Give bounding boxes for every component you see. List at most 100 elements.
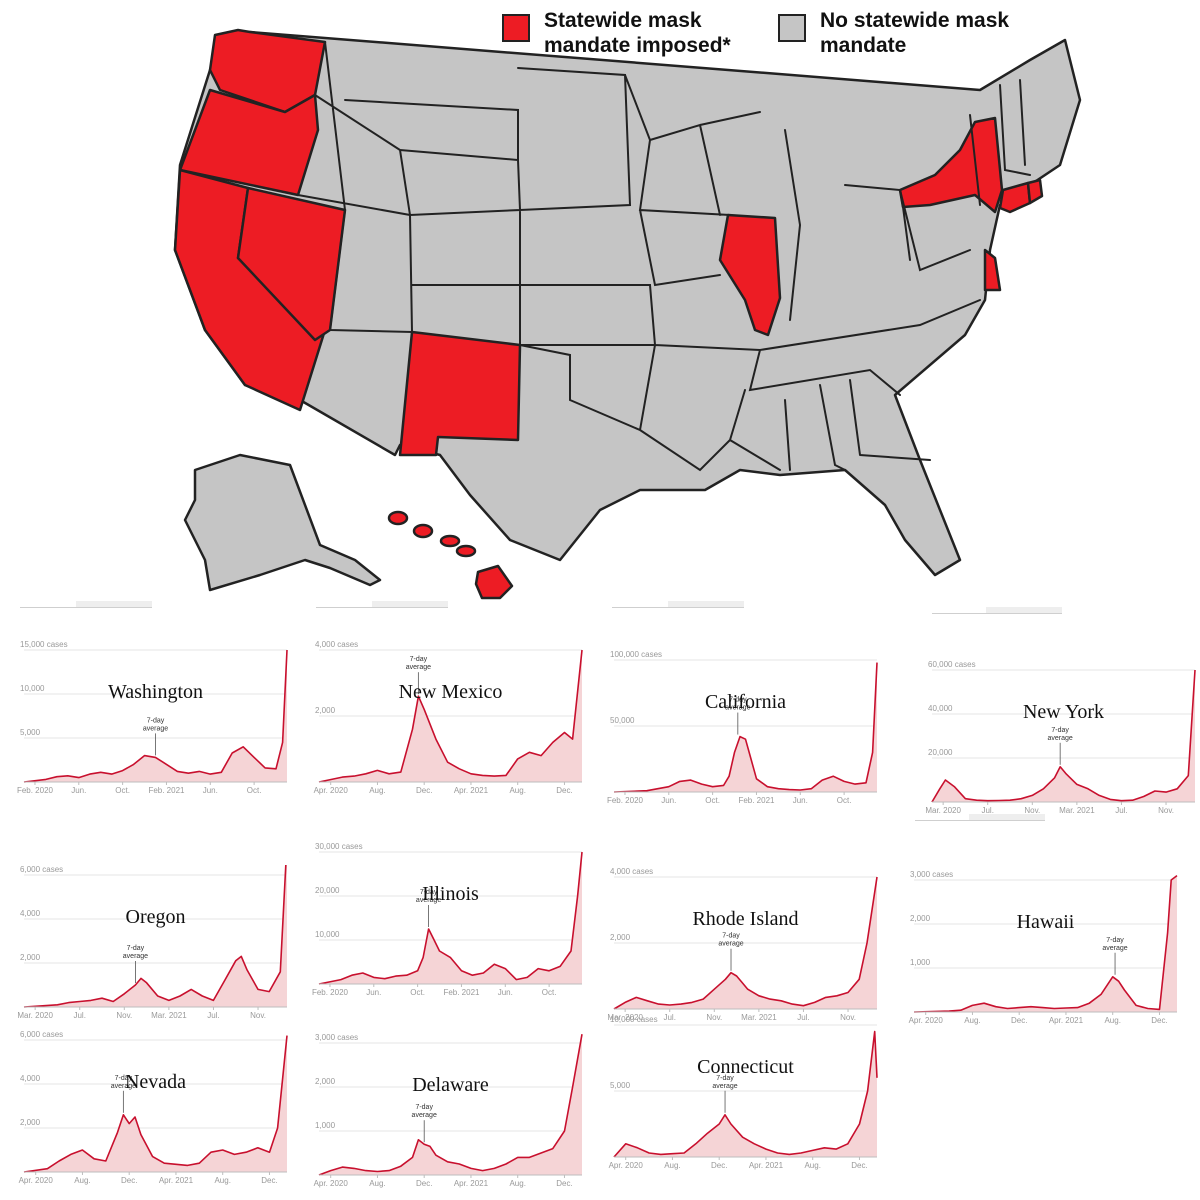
annotation-label: average [1102,945,1127,952]
state-illinois [718,213,782,337]
legend-swatch-none [778,14,806,42]
chart-connecticut: 5,000 10,000 cases Apr. 2020 Aug. Dec. Apr. 2… [600,1015,880,1175]
xtick-label: Feb. 2021 [148,786,185,795]
xtick-label: Oct. [115,786,130,795]
xtick-label: Nov. [116,1011,132,1020]
chart-hawaii: 1,000 2,000 3,000 cases Apr. 2020 Aug. Dec. Ap… [900,870,1180,1030]
xtick-label: Jul. [73,1011,85,1020]
ytick-label: 3,000 cases [910,870,953,879]
xtick-label: Aug. [1104,1016,1120,1025]
xtick-label: Jun. [661,796,676,805]
series-line-illinois [318,851,583,985]
xtick-label: Jun. [793,796,808,805]
xtick-label: Oct. [410,988,425,997]
ytick-label: 5,000 [20,728,41,737]
annotation-label: 7-day [729,697,747,704]
annotation-label: 7-day [415,1104,433,1111]
ytick-label: 100,000 cases [610,650,662,659]
series-line-rhode-island [613,876,878,1010]
xtick-label: Mar. 2020 [925,806,961,815]
state-delaware [983,248,1002,292]
xtick-label: Dec. [556,786,572,795]
xtick-label: Apr. 2021 [454,786,489,795]
chart-title: Illinois [422,883,479,905]
chart-hawaii-svg: 1,000 2,000 3,000 cases Apr. 2020 Aug. Dec. Ap… [909,870,1178,1025]
chart-title: New Mexico [399,681,503,703]
ytick-label: 3,000 cases [315,1033,358,1042]
xtick-label: Feb. 2021 [738,796,775,805]
ytick-label: 40,000 [928,704,953,713]
ytick-label: 20,000 [928,748,953,757]
xtick-label: Feb. 2020 [607,796,644,805]
annotation-label: average [143,725,168,732]
xtick-label: Jun. [498,988,513,997]
chart-connecticut-svg: 5,000 10,000 cases Apr. 2020 Aug. Dec. Apr. 2… [609,1015,878,1170]
ytick-label: 4,000 cases [315,640,358,649]
series-line-connecticut [613,1030,878,1158]
tab-strip [316,601,448,608]
annotation-label: 7-day [716,1075,734,1082]
chart-washington-svg: 5,000 10,000 15,000 cases Feb. 2020 Jun. Oct.… [17,640,288,795]
annotation-label: 7-day [115,1075,133,1082]
series-area-new-mexico [319,650,582,782]
xtick-label: Dec. [1011,1016,1027,1025]
series-area-rhode-island [614,877,877,1009]
chart-title: Hawaii [1017,911,1075,933]
xtick-label: Dec. [261,1176,277,1185]
xtick-label: Jul. [797,1013,809,1022]
series-line-delaware [318,1034,583,1176]
xtick-label: Mar. 2021 [151,1011,187,1020]
series-area-oregon [24,865,287,1007]
xtick-label: Jul. [207,1011,219,1020]
xtick-label: Apr. 2020 [19,1176,54,1185]
series-area-nevada [24,1035,287,1172]
annotation-label: average [416,897,441,904]
chart-title: Nevada [125,1071,186,1093]
chart-new-york: 20,000 40,000 60,000 cases Mar. 2020 Jul. Nov… [918,660,1198,820]
xtick-label: Jun. [366,988,381,997]
ytick-label: 4,000 [20,1074,41,1083]
ytick-label: 6,000 cases [20,1030,63,1039]
state-alaska [183,453,382,592]
annotation-label: average [712,1083,737,1090]
xtick-label: Apr. 2021 [159,1176,194,1185]
chart-delaware: 1,000 2,000 3,000 cases Apr. 2020 Aug. Dec. Ap… [305,1033,585,1193]
xtick-label: Dec. [711,1161,727,1170]
series-line-new-york [931,669,1196,803]
xtick-label: Dec. [1151,1016,1167,1025]
xtick-label: Mar. 2021 [741,1013,777,1022]
chart-title: Connecticut [697,1056,794,1078]
legend-item-mandate: Statewide mask mandate imposed* [502,8,784,58]
xtick-label: Mar. 2021 [1059,806,1095,815]
xtick-label: Feb. 2021 [443,988,480,997]
annotation-label: average [123,953,148,960]
xtick-label: Apr. 2020 [314,1179,349,1188]
xtick-label: Aug. [964,1016,980,1025]
xtick-label: Dec. [851,1161,867,1170]
ytick-label: 2,000 [315,706,336,715]
xtick-label: Dec. [121,1176,137,1185]
us-map [173,28,1082,600]
chart-title: Washington [108,681,203,703]
xtick-label: Aug. [369,1179,385,1188]
chart-title: Rhode Island [692,908,798,930]
ytick-label: 1,000 [910,958,931,967]
chart-washington: 5,000 10,000 15,000 cases Feb. 2020 Jun. Oct.… [10,640,290,800]
series-area-new-york [932,670,1195,802]
series-area-california [614,662,877,792]
xtick-label: Aug. [509,786,525,795]
series-line-washington [23,649,288,783]
chart-oregon: 2,000 4,000 6,000 cases Mar. 2020 Jul. Nov. Ma… [10,865,290,1025]
annotation-label: 7-day [410,656,428,663]
xtick-label: Mar. 2020 [607,1013,643,1022]
xtick-label: Jul. [663,1013,675,1022]
xtick-label: Aug. [804,1161,820,1170]
annotation-label: average [412,1112,437,1119]
xtick-label: Aug. [664,1161,680,1170]
xtick-label: Dec. [556,1179,572,1188]
xtick-label: Mar. 2020 [17,1011,53,1020]
annotation-label: average [111,1083,136,1090]
chart-delaware-svg: 1,000 2,000 3,000 cases Apr. 2020 Aug. Dec. Ap… [314,1033,583,1188]
xtick-label: Apr. 2021 [454,1179,489,1188]
chart-title: Oregon [126,906,186,928]
